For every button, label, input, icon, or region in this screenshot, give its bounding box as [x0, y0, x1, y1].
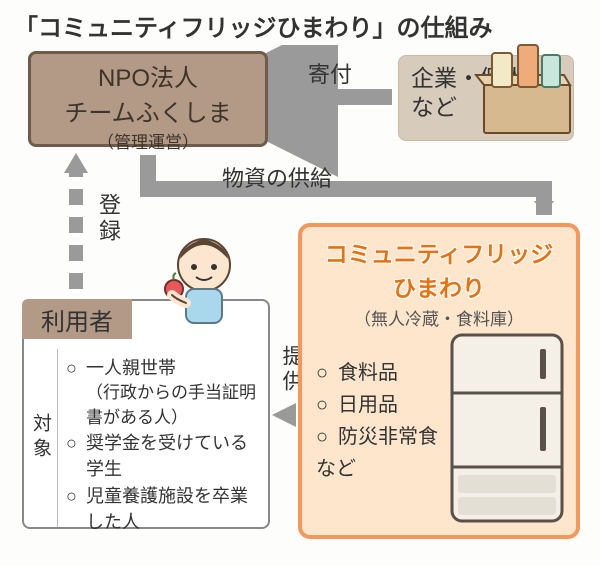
bullet-icon: ○ [66, 430, 86, 482]
list-item-text: 一人親世帯 [86, 355, 260, 381]
list-item: ○ 一人親世帯 [66, 355, 260, 381]
list-item-text: 奨学金を受けている学生 [86, 430, 260, 482]
npo-line2: チームふくしま [31, 93, 265, 128]
npo-sub: （管理運営） [31, 128, 265, 153]
refrigerator-icon [444, 327, 574, 533]
label-donate: 寄付 [308, 57, 352, 89]
node-npo: NPO法人 チームふくしま （管理運営） [28, 51, 268, 147]
label-supply: 物資の供給 [222, 161, 332, 193]
list-item: ○日用品 [316, 389, 446, 421]
fridge-line2: ひまわり [312, 269, 566, 303]
child-icon [146, 225, 256, 335]
list-item: ○ 児童養護施設を卒業した人 [66, 483, 260, 535]
list-item-text: 日用品 [338, 389, 398, 421]
donation-box-icon [470, 35, 590, 145]
list-item-subtext: （行政からの手当証明書がある人） [86, 381, 260, 430]
bullet-icon: ○ [316, 357, 338, 389]
list-item: ○防災非常食 [316, 421, 446, 453]
bullet-icon: ○ [316, 421, 338, 453]
fridge-line1: コミュニティフリッジ [312, 235, 566, 269]
list-item: ○食料品 [316, 357, 446, 389]
user-header: 利用者 [22, 299, 132, 339]
bullet-icon: ○ [316, 389, 338, 421]
bullet-icon: ○ [66, 355, 86, 381]
list-item-sub: （行政からの手当証明書がある人） [66, 381, 260, 430]
user-side-label: 対象 [24, 349, 58, 527]
list-item-tail: など [316, 453, 446, 485]
user-list: ○ 一人親世帯 （行政からの手当証明書がある人） ○ 奨学金を受けている学生 ○… [58, 349, 268, 527]
label-register: 登録 [92, 193, 124, 245]
list-item-text: 食料品 [338, 357, 398, 389]
bullet-icon: ○ [66, 483, 86, 535]
fridge-items: ○食料品 ○日用品 ○防災非常食 など [316, 357, 446, 485]
npo-line1: NPO法人 [31, 58, 265, 93]
diagram-stage: 寄付 物資の供給 提供 登録 NPO法人 チームふくしま （管理運営） 企業・個… [0, 45, 600, 565]
list-item-text: 児童養護施設を卒業した人 [86, 483, 260, 535]
list-item: ○ 奨学金を受けている学生 [66, 430, 260, 482]
list-item-text: 防災非常食 [338, 421, 438, 453]
